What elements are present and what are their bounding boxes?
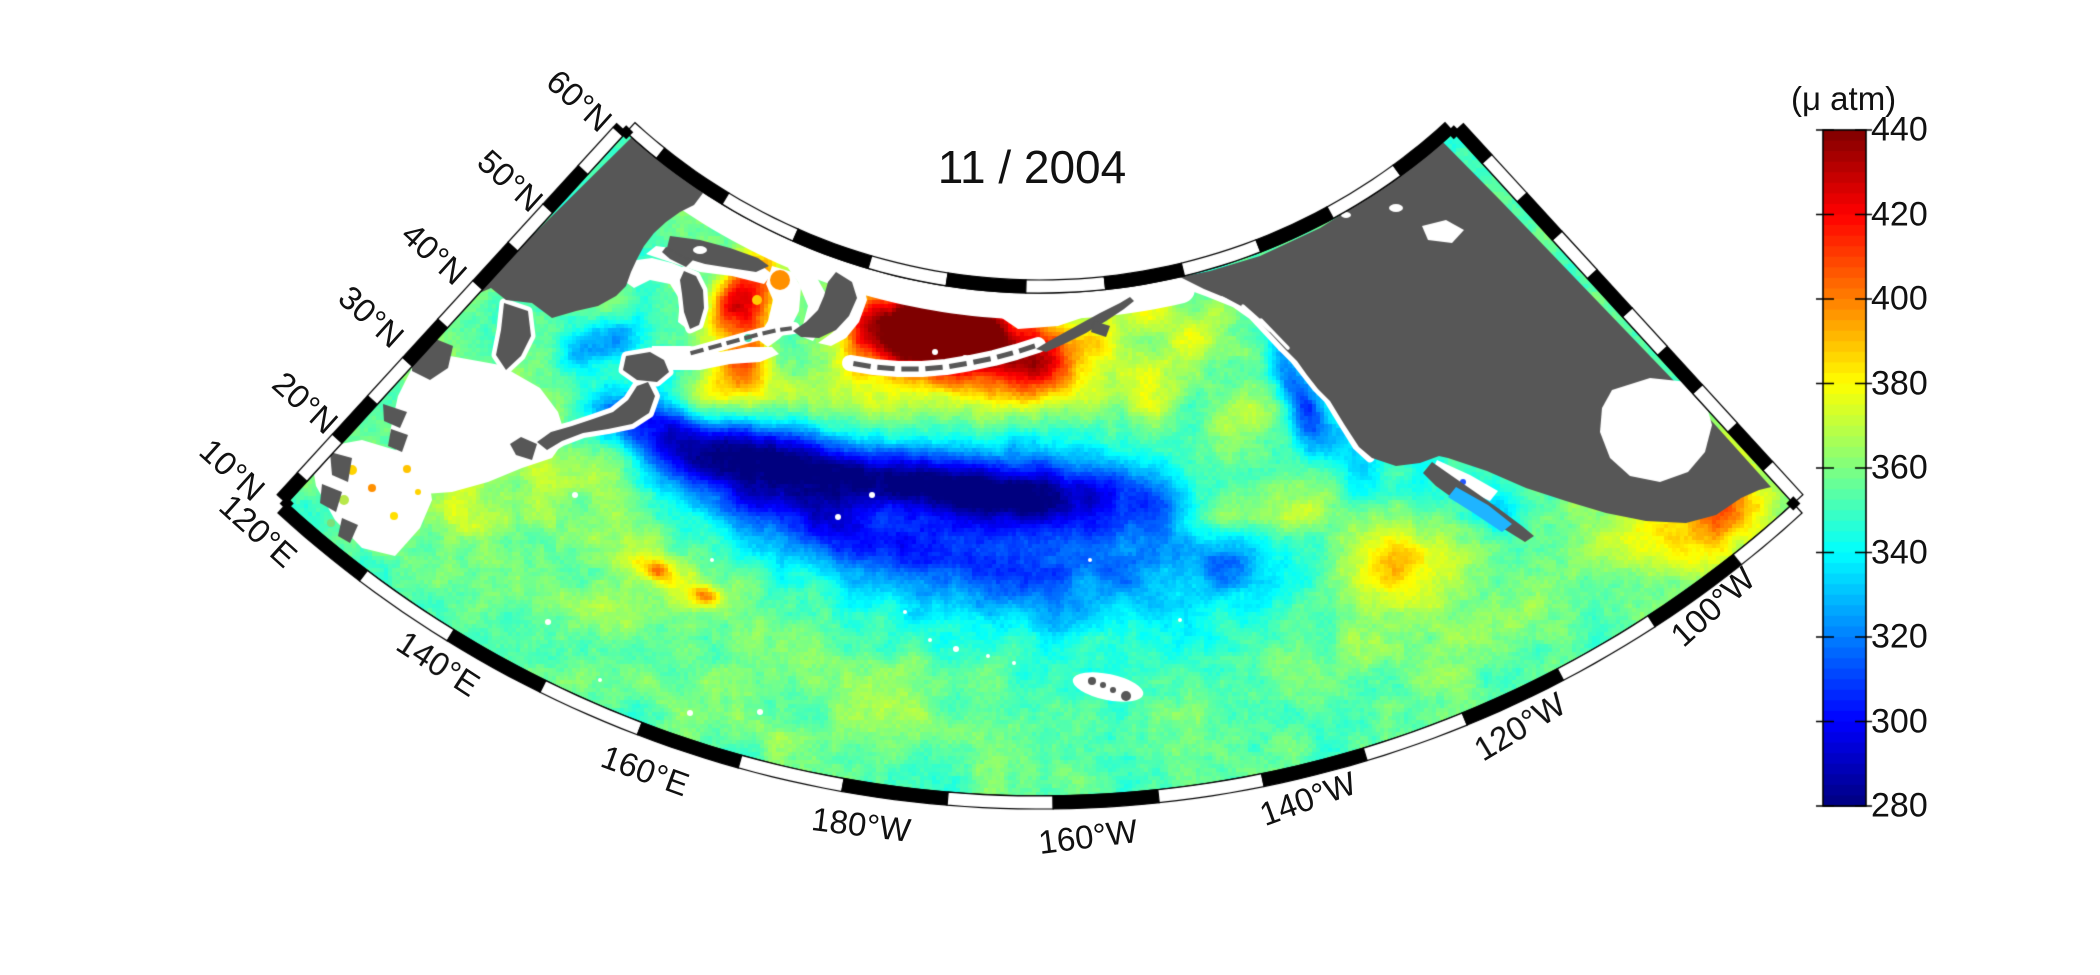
colorbar-tick-label: 340 (1871, 533, 1928, 571)
colorbar-tick-label: 320 (1871, 617, 1928, 656)
colorbar-tick-label: 440 (1871, 110, 1928, 149)
colorbar-tick-label: 280 (1871, 786, 1928, 825)
colorbar-tick-label: 400 (1871, 279, 1928, 318)
colorbar-tick-label: 380 (1871, 364, 1928, 402)
map-title: 11 / 2004 (937, 141, 1127, 193)
colorbar-unit-label: (μ atm) (1791, 80, 1897, 117)
colorbar-tick-label: 360 (1871, 448, 1928, 487)
colorbar-tick-label: 300 (1871, 702, 1928, 740)
colorbar-tick-label: 420 (1871, 195, 1928, 233)
